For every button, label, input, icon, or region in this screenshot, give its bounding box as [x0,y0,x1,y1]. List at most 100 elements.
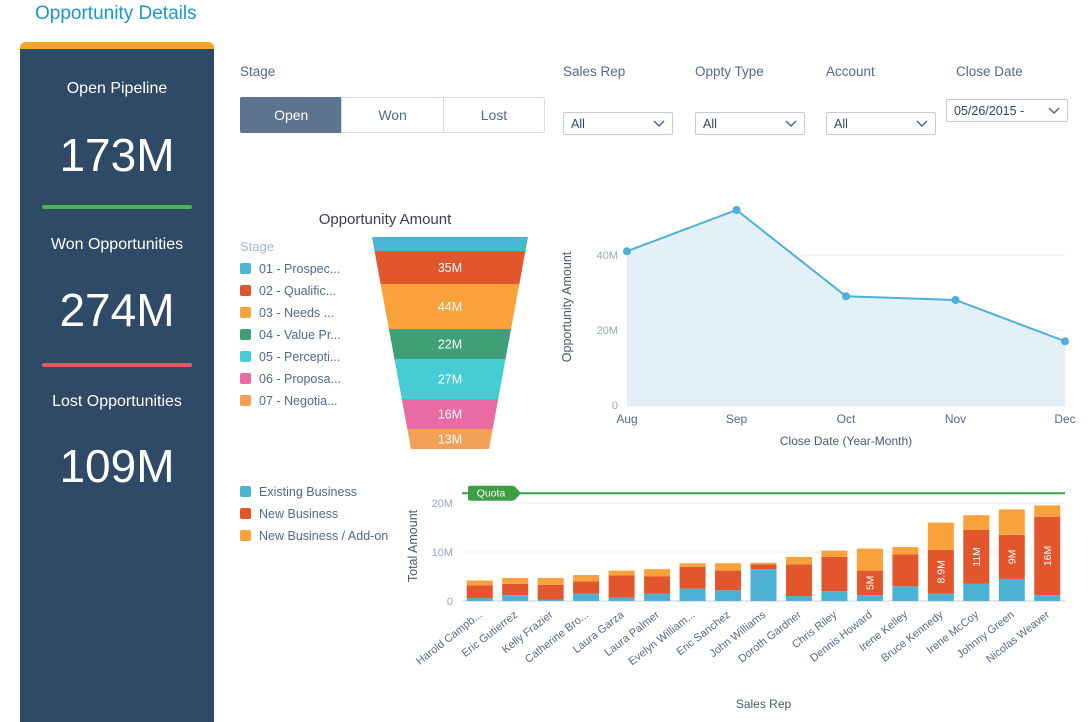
kpi-won-label: Won Opportunities [50,236,184,253]
legend-swatch-icon [240,285,251,296]
legend-swatch-icon [240,530,251,541]
stage-option-lost[interactable]: Lost [442,97,546,133]
svg-text:Doroth Gardner: Doroth Gardner [736,609,804,666]
svg-text:Opportunity Amount: Opportunity Amount [560,251,574,362]
legend-item[interactable]: New Business [240,505,388,522]
legend-swatch-icon [240,351,251,362]
legend-label: 02 - Qualific... [259,283,337,298]
sales-rep-dropdown-value: All [571,116,585,131]
sidebar-accent-bar [20,42,214,49]
stage-segment: Open Won Lost [240,97,546,133]
kpi-sidebar: Open Pipeline 173M Won Opportunities 274… [20,42,214,722]
kpi-won-value: 274M [59,284,175,336]
close-date-filter-label: Close Date [956,64,1023,79]
svg-text:16M: 16M [438,408,462,422]
sales-rep-dropdown[interactable]: All [563,112,673,135]
oppty-type-dropdown-value: All [703,116,717,131]
svg-text:Bruce Kennedy: Bruce Kennedy [879,609,946,665]
svg-text:0: 0 [612,400,618,412]
svg-text:20M: 20M [432,498,453,510]
legend-label: 03 - Needs ... [259,305,335,320]
legend-item[interactable]: 03 - Needs ... [240,304,341,321]
svg-text:27M: 27M [438,373,462,387]
legend-item[interactable]: 02 - Qualific... [240,282,341,299]
kpi-lost-label: Lost Opportunities [52,393,182,410]
account-dropdown[interactable]: All [826,112,936,135]
legend-swatch-icon [240,395,251,406]
svg-text:13M: 13M [438,433,462,447]
svg-text:10M: 10M [432,547,453,559]
legend-swatch-icon [240,329,251,340]
sales-rep-filter-label: Sales Rep [563,64,626,79]
stage-filter-label: Stage [240,64,276,79]
legend-label: 06 - Proposa... [259,371,341,386]
svg-text:Sep: Sep [726,412,748,426]
svg-text:16M: 16M [1042,546,1054,566]
svg-text:9M: 9M [1006,550,1018,565]
legend-item[interactable]: 06 - Proposa... [240,370,341,387]
svg-text:35M: 35M [438,261,462,275]
legend-swatch-icon [240,508,251,519]
lost-divider [42,363,192,367]
legend-swatch-icon [240,373,251,384]
svg-text:Total Amount: Total Amount [406,509,420,582]
svg-text:8.9M: 8.9M [935,560,947,583]
account-filter-label: Account [826,64,875,79]
legend-swatch-icon [240,486,251,497]
legend-label: New Business [259,506,339,521]
funnel-legend: 01 - Prospec... 02 - Qualific... 03 - Need… [240,260,341,409]
close-date-dropdown-value: 05/26/2015 - [954,103,1025,118]
oppty-type-dropdown[interactable]: All [695,112,805,135]
funnel-chart[interactable]: 35M 44M 22M 27M 16M 13M [368,236,532,455]
svg-text:Dec: Dec [1054,412,1075,426]
won-divider [42,205,192,209]
funnel-legend-title: Stage [240,239,274,254]
svg-text:11M: 11M [971,547,983,567]
kpi-lost-value: 109M [59,440,175,492]
legend-label: New Business / Add-on [259,528,389,543]
legend-swatch-icon [240,307,251,318]
svg-text:Close Date (Year-Month): Close Date (Year-Month) [780,434,912,448]
account-dropdown-value: All [834,116,848,131]
timeline-chart[interactable]: 0 20M 40M Aug Sep Oct Nov Dec Close Date (Year-M… [558,203,1082,460]
svg-text:0: 0 [447,596,453,608]
legend-item[interactable]: New Business / Add-on [240,527,388,544]
svg-text:Sales Rep: Sales Rep [736,697,792,711]
svg-text:22M: 22M [438,338,462,352]
svg-text:20M: 20M [597,325,618,337]
bar-legend: Existing Business New Business New Busines… [240,483,388,544]
svg-text:Quota: Quota [477,488,506,500]
legend-item[interactable]: 04 - Value Pr... [240,326,341,343]
legend-swatch-icon [240,263,251,274]
chevron-down-icon [1048,107,1060,114]
svg-text:Aug: Aug [616,412,637,426]
svg-text:Nov: Nov [945,412,966,426]
legend-label: Existing Business [259,484,357,499]
svg-text:Catherine Bro...: Catherine Bro... [523,609,591,666]
kpi-open-pipeline-value: 173M [59,129,175,181]
svg-text:Oct: Oct [837,412,856,426]
legend-item[interactable]: 07 - Negotia... [240,392,341,409]
svg-text:Nicolas Weaver: Nicolas Weaver [984,609,1052,666]
stage-option-open[interactable]: Open [240,97,343,133]
chevron-down-icon [653,120,665,127]
svg-text:5M: 5M [864,576,876,591]
chevron-down-icon [916,120,928,127]
legend-item[interactable]: 05 - Percepti... [240,348,341,365]
oppty-type-filter-label: Oppty Type [695,64,764,79]
legend-label: 04 - Value Pr... [259,327,341,342]
funnel-chart-title: Opportunity Amount [318,211,452,228]
stage-option-won[interactable]: Won [341,97,444,133]
legend-item[interactable]: 01 - Prospec... [240,260,341,277]
legend-item[interactable]: Existing Business [240,483,388,500]
svg-text:44M: 44M [438,300,462,314]
legend-label: 07 - Negotia... [259,393,338,408]
page-title: Opportunity Details [35,3,197,24]
chevron-down-icon [785,120,797,127]
sales-rep-bar-chart[interactable]: 0 10M 20M Harold Campb... Eric Gutierrez Kell… [405,478,1088,722]
svg-text:Dennis Howard: Dennis Howard [808,609,875,665]
svg-text:40M: 40M [597,250,618,262]
legend-label: 05 - Percepti... [259,349,341,364]
close-date-dropdown[interactable]: 05/26/2015 - [946,99,1068,122]
